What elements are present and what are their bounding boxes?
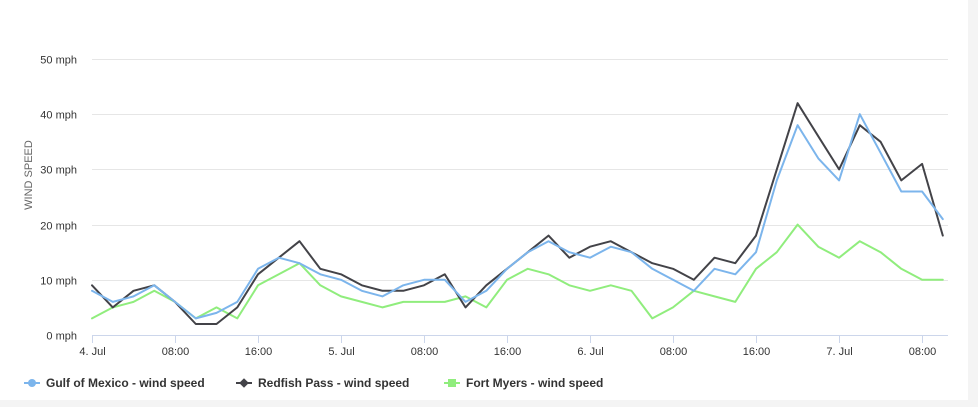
y-tick-label: 20 mph bbox=[40, 221, 77, 233]
square-marker-icon bbox=[444, 377, 460, 389]
legend-label: Gulf of Mexico - wind speed bbox=[46, 376, 205, 390]
x-tick-label: 16:00 bbox=[245, 346, 273, 358]
chart-card: 0 mph 10 mph 20 mph 30 mph 40 mph 50 mph 4. J… bbox=[0, 0, 968, 400]
x-tick-label: 08:00 bbox=[660, 346, 688, 358]
x-tick-label: 16:00 bbox=[743, 346, 771, 358]
y-tick-label: 10 mph bbox=[40, 276, 77, 288]
series-line-1[interactable] bbox=[91, 102, 944, 325]
legend-label: Fort Myers - wind speed bbox=[466, 376, 604, 390]
y-tick-label: 40 mph bbox=[40, 110, 77, 122]
x-tick-label: 08:00 bbox=[411, 346, 439, 358]
series-line-0[interactable] bbox=[91, 113, 944, 320]
wind-speed-chart: 0 mph 10 mph 20 mph 30 mph 40 mph 50 mph 4. J… bbox=[23, 55, 948, 358]
series-group bbox=[91, 102, 944, 325]
series-line-2[interactable] bbox=[91, 223, 944, 320]
x-tick-label: 5. Jul bbox=[328, 346, 354, 358]
circle-marker-icon bbox=[24, 377, 40, 389]
legend-label: Redfish Pass - wind speed bbox=[258, 376, 410, 390]
legend-item[interactable]: Redfish Pass - wind speed bbox=[236, 376, 409, 390]
y-tick-label: 0 mph bbox=[46, 331, 77, 343]
x-tick-label: 08:00 bbox=[909, 346, 937, 358]
x-tick-label: 7. Jul bbox=[826, 346, 852, 358]
y-axis: 0 mph 10 mph 20 mph 30 mph 40 mph 50 mph bbox=[40, 55, 77, 343]
legend: Gulf of Mexico - wind speed Redfish Pass … bbox=[24, 376, 924, 392]
x-tick-label: 16:00 bbox=[494, 346, 522, 358]
y-axis-title: WIND SPEED bbox=[23, 140, 35, 210]
legend-item[interactable]: Fort Myers - wind speed bbox=[444, 376, 603, 390]
legend-item[interactable]: Gulf of Mexico - wind speed bbox=[24, 376, 205, 390]
x-tick-label: 08:00 bbox=[162, 346, 190, 358]
y-tick-label: 30 mph bbox=[40, 165, 77, 177]
x-tick-label: 6. Jul bbox=[577, 346, 603, 358]
x-axis: 4. Jul 08:00 16:00 5. Jul 08:00 16:00 6. Jul 08… bbox=[79, 335, 948, 358]
x-tick-label: 4. Jul bbox=[79, 346, 105, 358]
diamond-marker-icon bbox=[236, 377, 252, 389]
y-tick-label: 50 mph bbox=[40, 55, 77, 67]
